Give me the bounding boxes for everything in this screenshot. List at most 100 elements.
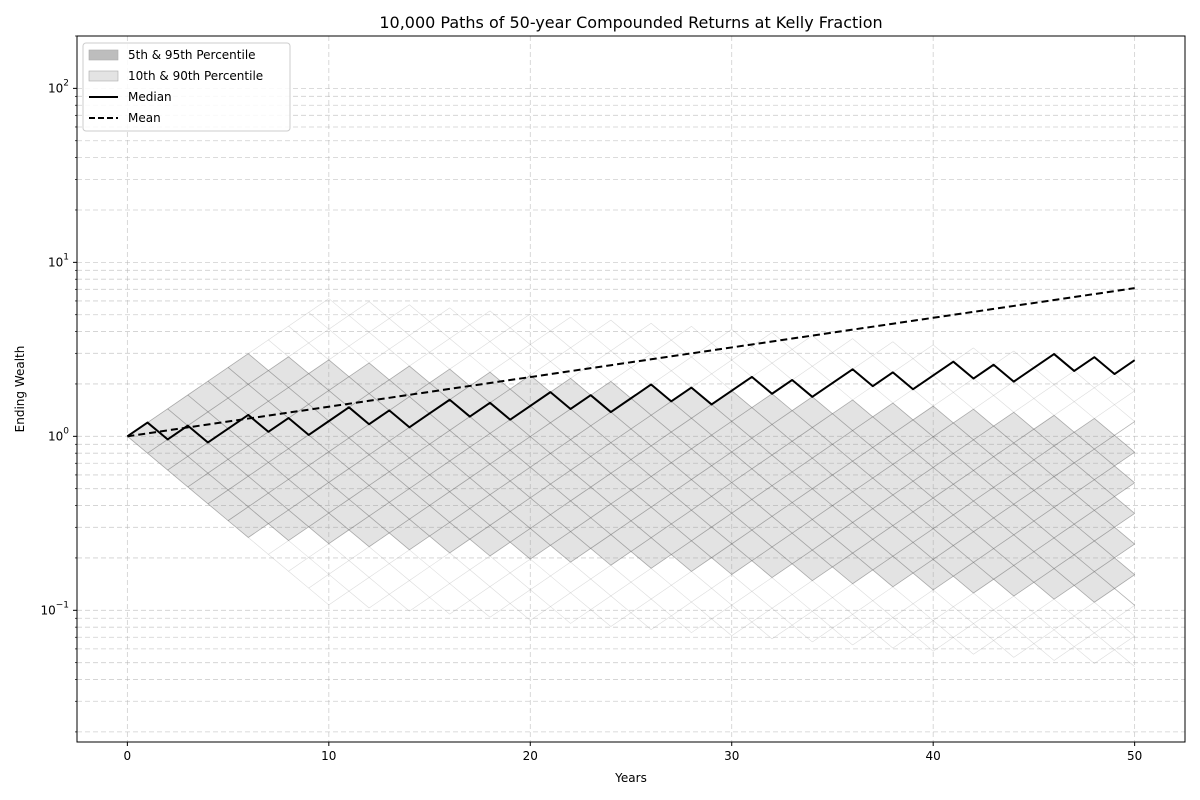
band-cell — [1033, 445, 1075, 477]
path-segment — [751, 529, 773, 548]
path-segment — [912, 603, 934, 621]
path-segment — [912, 558, 934, 574]
band-cell — [248, 370, 289, 402]
path-segment — [469, 310, 491, 325]
path-segment — [1094, 448, 1115, 467]
path-segment — [388, 440, 410, 459]
path-segment — [973, 548, 994, 563]
path-segment — [489, 327, 511, 342]
path-segment — [852, 416, 873, 431]
band-cell — [731, 407, 773, 439]
path-segment — [791, 488, 813, 503]
path-segment — [1094, 465, 1115, 481]
path-segment — [671, 431, 692, 450]
path-segment — [268, 448, 289, 463]
path-segment — [1053, 415, 1075, 433]
path-segment — [912, 634, 934, 652]
path-segment — [892, 341, 914, 359]
path-segment — [711, 404, 732, 422]
path-segment — [590, 486, 612, 505]
path-segment — [610, 428, 632, 444]
band-cell — [228, 506, 269, 538]
path-segment — [711, 604, 732, 620]
path-segment — [731, 543, 753, 562]
path-segment — [247, 353, 269, 371]
path-segment — [268, 356, 289, 371]
path-segment — [167, 455, 189, 471]
path-segment — [328, 376, 350, 391]
path-segment — [771, 546, 793, 565]
band-cell — [731, 499, 773, 531]
path-segment — [469, 433, 491, 448]
path-segment — [892, 603, 914, 618]
path-segment — [912, 480, 934, 499]
path-segment — [207, 367, 229, 382]
path-segment — [1013, 459, 1035, 474]
band-cell — [751, 485, 793, 517]
path-segment — [650, 554, 672, 569]
path-segment — [308, 512, 330, 528]
legend-swatch — [88, 70, 119, 82]
path-segment — [1033, 520, 1055, 539]
path-segment — [1013, 428, 1035, 444]
path-segment — [932, 344, 954, 362]
plot-frame — [76, 35, 1186, 743]
path-segment — [348, 423, 370, 439]
path-segment — [711, 465, 732, 483]
path-segment — [368, 515, 390, 534]
path-segment — [671, 401, 692, 419]
path-segment — [489, 511, 511, 526]
path-segment — [489, 341, 511, 359]
path-segment — [892, 572, 914, 588]
path-segment — [1053, 629, 1075, 647]
band-cell — [872, 403, 914, 434]
path-segment — [832, 597, 853, 615]
path-segment — [953, 606, 974, 624]
path-segment — [912, 528, 934, 543]
path-segment — [1094, 618, 1115, 634]
path-segment — [590, 364, 612, 382]
path-segment — [368, 423, 390, 442]
path-segment — [509, 436, 531, 451]
path-segment — [650, 370, 672, 385]
band-cell — [308, 513, 349, 544]
path-segment — [449, 385, 471, 401]
band-cell — [852, 416, 893, 448]
path-segment — [1073, 540, 1095, 556]
path-segment — [932, 422, 954, 438]
path-segment — [530, 344, 551, 362]
path-segment — [671, 492, 692, 511]
band-cell — [429, 491, 470, 523]
path-segment — [207, 472, 229, 491]
path-segment — [1094, 387, 1115, 405]
path-segment — [268, 387, 289, 402]
band-cell — [187, 381, 229, 412]
path-segment — [751, 437, 773, 456]
path-segment — [751, 607, 773, 623]
path-segment — [570, 561, 591, 580]
band-cell — [993, 534, 1034, 566]
band-cell — [852, 447, 893, 479]
path-segment — [348, 376, 370, 394]
band-cell — [248, 431, 289, 463]
path-segment — [630, 367, 652, 385]
path-segment — [671, 370, 692, 388]
band-cell — [772, 471, 813, 503]
path-segment — [288, 478, 309, 497]
path-segment — [1033, 568, 1055, 583]
grid — [77, 35, 1185, 742]
path-segment — [247, 384, 269, 402]
path-segment — [1114, 421, 1135, 436]
path-segment — [449, 324, 471, 339]
path-segment — [610, 336, 632, 352]
band-cell — [348, 485, 390, 517]
path-segment — [953, 562, 974, 577]
path-segment — [812, 352, 833, 367]
path-segment — [932, 575, 954, 591]
path-segment — [429, 474, 450, 492]
band-cell — [1033, 476, 1075, 508]
path-segment — [872, 477, 894, 496]
path-segment — [630, 568, 652, 583]
path-segment — [1053, 462, 1075, 477]
path-segment — [1033, 445, 1055, 461]
